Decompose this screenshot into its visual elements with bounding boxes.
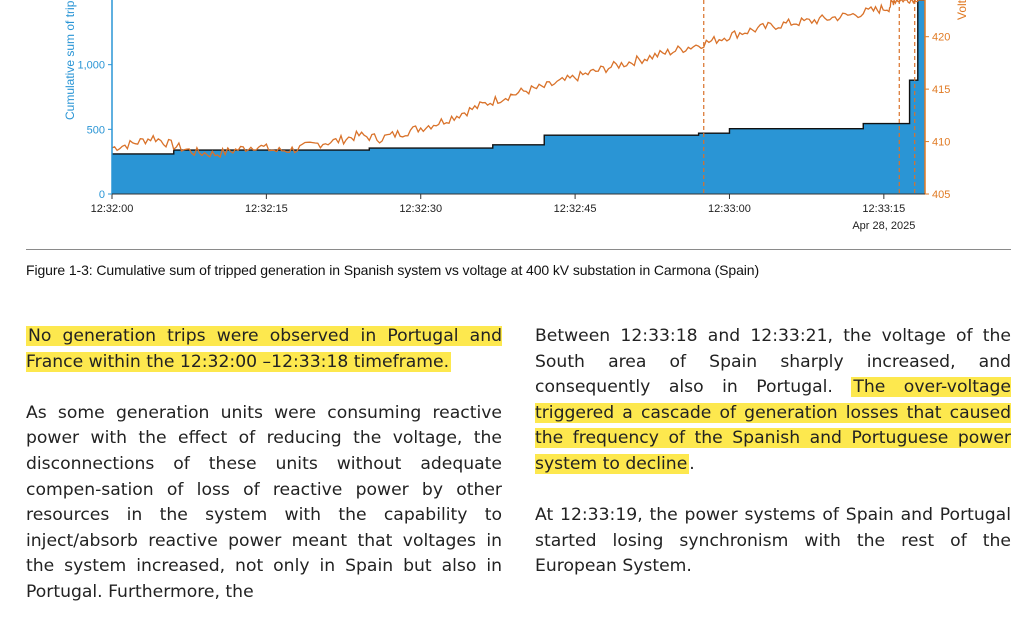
y-left-tick-label: 1,000: [77, 60, 105, 72]
figure-caption: Figure 1-3: Cumulative sum of tripped ge…: [26, 262, 760, 278]
left-paragraph-1: No generation trips were observed in Por…: [26, 324, 502, 375]
x-tick-label: 12:33:15: [862, 203, 905, 215]
left-paragraph-2: As some generation units were consuming …: [26, 402, 502, 602]
body-text: Between 12:33:18 and 12:33:21, the volta…: [535, 326, 1011, 398]
right-paragraph-1: Between 12:33:18 and 12:33:21, the volta…: [535, 324, 1011, 478]
right-paragraph-2: At 12:33:19, the power systems of Spain …: [535, 505, 1011, 577]
tripped-generation-step-line: [112, 0, 925, 155]
caption-divider: [26, 249, 1011, 250]
y-right-tick-label: 415: [932, 84, 950, 96]
y-right-tick-label: 405: [932, 189, 950, 201]
left-text-column: No generation trips were observed in Por…: [26, 324, 502, 631]
x-tick-label: 12:32:30: [399, 203, 442, 215]
x-date-label: Apr 28, 2025: [852, 220, 915, 232]
tripped-generation-voltage-chart: 12:32:00 12:32:15 12:32:30 12:32:45 12:33:00…: [63, 0, 969, 232]
tripped-generation-area: [112, 0, 925, 194]
y-axis-left-label: Cumulative sum of tripped: [63, 0, 77, 120]
y-axis-right-label: Volt: [955, 0, 969, 20]
y-left-tick-label: 500: [87, 124, 105, 136]
y-right-tick-label: 420: [932, 32, 950, 44]
body-text: .: [689, 453, 695, 474]
y-left-tick-label: 0: [99, 189, 105, 201]
right-text-column: Between 12:33:18 and 12:33:21, the volta…: [535, 324, 1011, 606]
x-tick-label: 12:32:15: [245, 203, 288, 215]
x-tick-label: 12:33:00: [708, 203, 751, 215]
x-tick-label: 12:32:45: [554, 203, 597, 215]
x-tick-label: 12:32:00: [91, 203, 134, 215]
voltage-line: [111, 0, 925, 159]
y-right-tick-label: 410: [932, 137, 950, 149]
highlighted-text: No generation trips were observed in Por…: [26, 326, 502, 372]
